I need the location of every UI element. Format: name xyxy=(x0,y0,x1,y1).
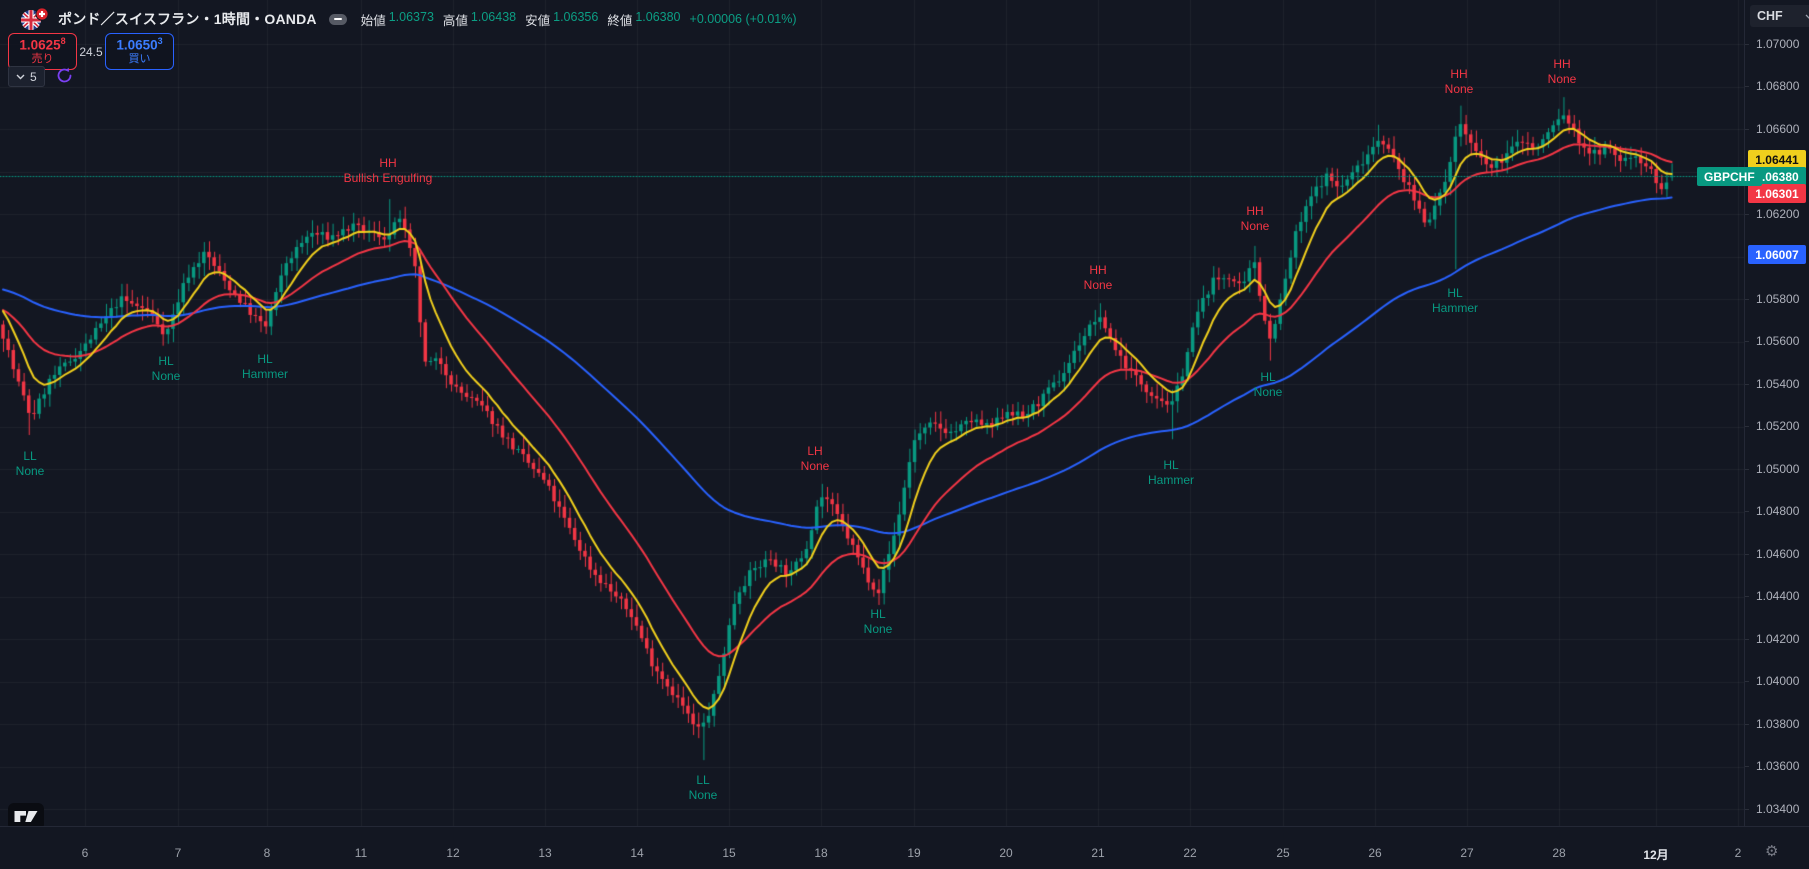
price-chart-canvas[interactable] xyxy=(0,0,1744,826)
price-axis-tick xyxy=(1745,681,1749,682)
price-axis-tick xyxy=(1745,44,1749,45)
price-axis-tick xyxy=(1745,724,1749,725)
currency-axis-selector[interactable]: CHF xyxy=(1750,5,1809,27)
ohlc-readout: 始値 1.06373 高値 1.06438 安値 1.06356 終値 1.06380 … xyxy=(361,10,797,29)
time-axis-label: 12 xyxy=(446,846,460,860)
price-axis-tick xyxy=(1745,341,1749,342)
price-axis-label: 1.04000 xyxy=(1756,674,1800,688)
open-value: 1.06373 xyxy=(388,9,434,24)
price-axis-label: 1.03400 xyxy=(1756,802,1800,816)
spread-value: 24.5 xyxy=(79,44,103,59)
price-axis-label: 1.05000 xyxy=(1756,462,1800,476)
price-axis-label: 1.06600 xyxy=(1756,122,1800,136)
time-axis-label: 8 xyxy=(263,846,271,860)
time-axis-label: 28 xyxy=(1552,846,1566,860)
time-axis-label: 21 xyxy=(1091,846,1105,860)
sell-button[interactable]: 1.06258 売り xyxy=(8,33,77,70)
trade-panel: 1.06258 売り 24.5 1.06503 買い xyxy=(8,33,174,70)
time-axis-label: 19 xyxy=(907,846,921,860)
price-axis-label: 1.06200 xyxy=(1756,207,1800,221)
close-label: 終値 xyxy=(607,13,633,28)
buy-label: 買い xyxy=(128,53,151,66)
price-axis-tick xyxy=(1745,511,1749,512)
time-axis-label: 15 xyxy=(722,846,736,860)
price-axis-tick xyxy=(1745,639,1749,640)
time-axis-label: 7 xyxy=(174,846,182,860)
price-axis-label: 1.05400 xyxy=(1756,377,1800,391)
time-axis-label: 18 xyxy=(814,846,828,860)
price-axis-label: 1.03600 xyxy=(1756,759,1800,773)
price-axis-tick xyxy=(1745,86,1749,87)
last-price-symbol-tag: GBPCHF xyxy=(1697,167,1762,186)
buy-price-fraction: 3 xyxy=(157,36,163,47)
symbol-title[interactable]: ポンド／スイスフラン・1時間・OANDA xyxy=(58,11,317,27)
time-axis-label: 11 xyxy=(354,846,368,860)
price-axis-label: 1.03800 xyxy=(1756,717,1800,731)
legend-collapsed-toggle[interactable]: 5 xyxy=(8,66,45,87)
time-axis-label: 26 xyxy=(1368,846,1382,860)
ma-mid-price-tag: 1.06301 xyxy=(1748,184,1806,203)
market-status-icon[interactable] xyxy=(328,13,347,25)
ma-fast-price-tag: 1.06441 xyxy=(1748,150,1806,169)
gbpchf-pair-flag-icon xyxy=(21,7,49,30)
legend-symbol-row: ポンド／スイスフラン・1時間・OANDA 始値 1.06373 高値 1.06438… xyxy=(20,6,797,32)
price-axis-label: 1.05800 xyxy=(1756,292,1800,306)
price-axis-tick xyxy=(1745,596,1749,597)
price-axis-tick xyxy=(1745,384,1749,385)
high-value: 1.06438 xyxy=(470,9,517,24)
time-axis-label: 20 xyxy=(999,846,1013,860)
last-price-tag: 1.06380 xyxy=(1748,167,1806,186)
low-value: 1.06356 xyxy=(553,9,599,24)
price-axis-label: 1.04400 xyxy=(1756,589,1800,603)
price-axis-label: 1.06800 xyxy=(1756,79,1800,93)
price-axis-label: 1.04600 xyxy=(1756,547,1800,561)
time-axis-label: 14 xyxy=(630,846,644,860)
axis-settings-gear-icon[interactable]: ⚙ xyxy=(1765,842,1779,860)
price-axis-tick xyxy=(1745,214,1749,215)
price-axis-label: 1.05600 xyxy=(1756,334,1800,348)
legend-collapsed-count: 5 xyxy=(30,69,37,84)
high-label: 高値 xyxy=(442,13,468,28)
sell-label: 売り xyxy=(31,53,54,66)
time-axis-label: 12月 xyxy=(1643,848,1669,862)
price-axis-label: 1.04800 xyxy=(1756,504,1800,518)
price-axis-tick xyxy=(1745,129,1749,130)
time-axis[interactable]: ⚙ 6 7 8 11 12 13 14 15 18 19 20 21 22 25 26 27 28 12月 2 xyxy=(0,826,1809,869)
price-axis-label: 1.07000 xyxy=(1756,37,1800,51)
buy-button[interactable]: 1.06503 買い xyxy=(105,33,174,70)
time-axis-label: 13 xyxy=(538,846,552,860)
price-axis-tick xyxy=(1745,469,1749,470)
open-label: 始値 xyxy=(360,13,386,28)
time-axis-label: 2 xyxy=(1734,846,1742,860)
close-value: 1.06380 xyxy=(635,9,681,24)
price-axis-label: 1.05200 xyxy=(1756,419,1800,433)
price-axis-tick xyxy=(1745,766,1749,767)
price-axis-tick xyxy=(1745,554,1749,555)
time-axis-label: 22 xyxy=(1183,846,1197,860)
currency-label: CHF xyxy=(1757,9,1783,23)
low-label: 安値 xyxy=(525,13,551,28)
chevron-down-icon xyxy=(16,74,25,79)
chevron-down-icon xyxy=(1805,14,1809,19)
sell-price-fraction: 8 xyxy=(60,36,66,47)
sell-price: 1.0625 xyxy=(19,37,61,53)
price-axis-tick xyxy=(1745,299,1749,300)
price-axis-label: 1.04200 xyxy=(1756,632,1800,646)
time-axis-label: 25 xyxy=(1276,846,1290,860)
buy-price: 1.0650 xyxy=(116,37,158,53)
time-axis-label: 27 xyxy=(1460,846,1474,860)
change-value: +0.00006 (+0.01%) xyxy=(689,12,797,26)
ma-slow-price-tag: 1.06007 xyxy=(1748,245,1806,264)
price-axis[interactable]: 1.07000 1.06800 1.06600 1.06200 1.05800 1.056… xyxy=(1744,0,1809,826)
tradingview-logo[interactable] xyxy=(8,803,44,830)
price-axis-tick xyxy=(1745,809,1749,810)
auto-sync-icon[interactable] xyxy=(55,66,74,85)
time-axis-label: 6 xyxy=(81,846,89,860)
price-axis-tick xyxy=(1745,426,1749,427)
